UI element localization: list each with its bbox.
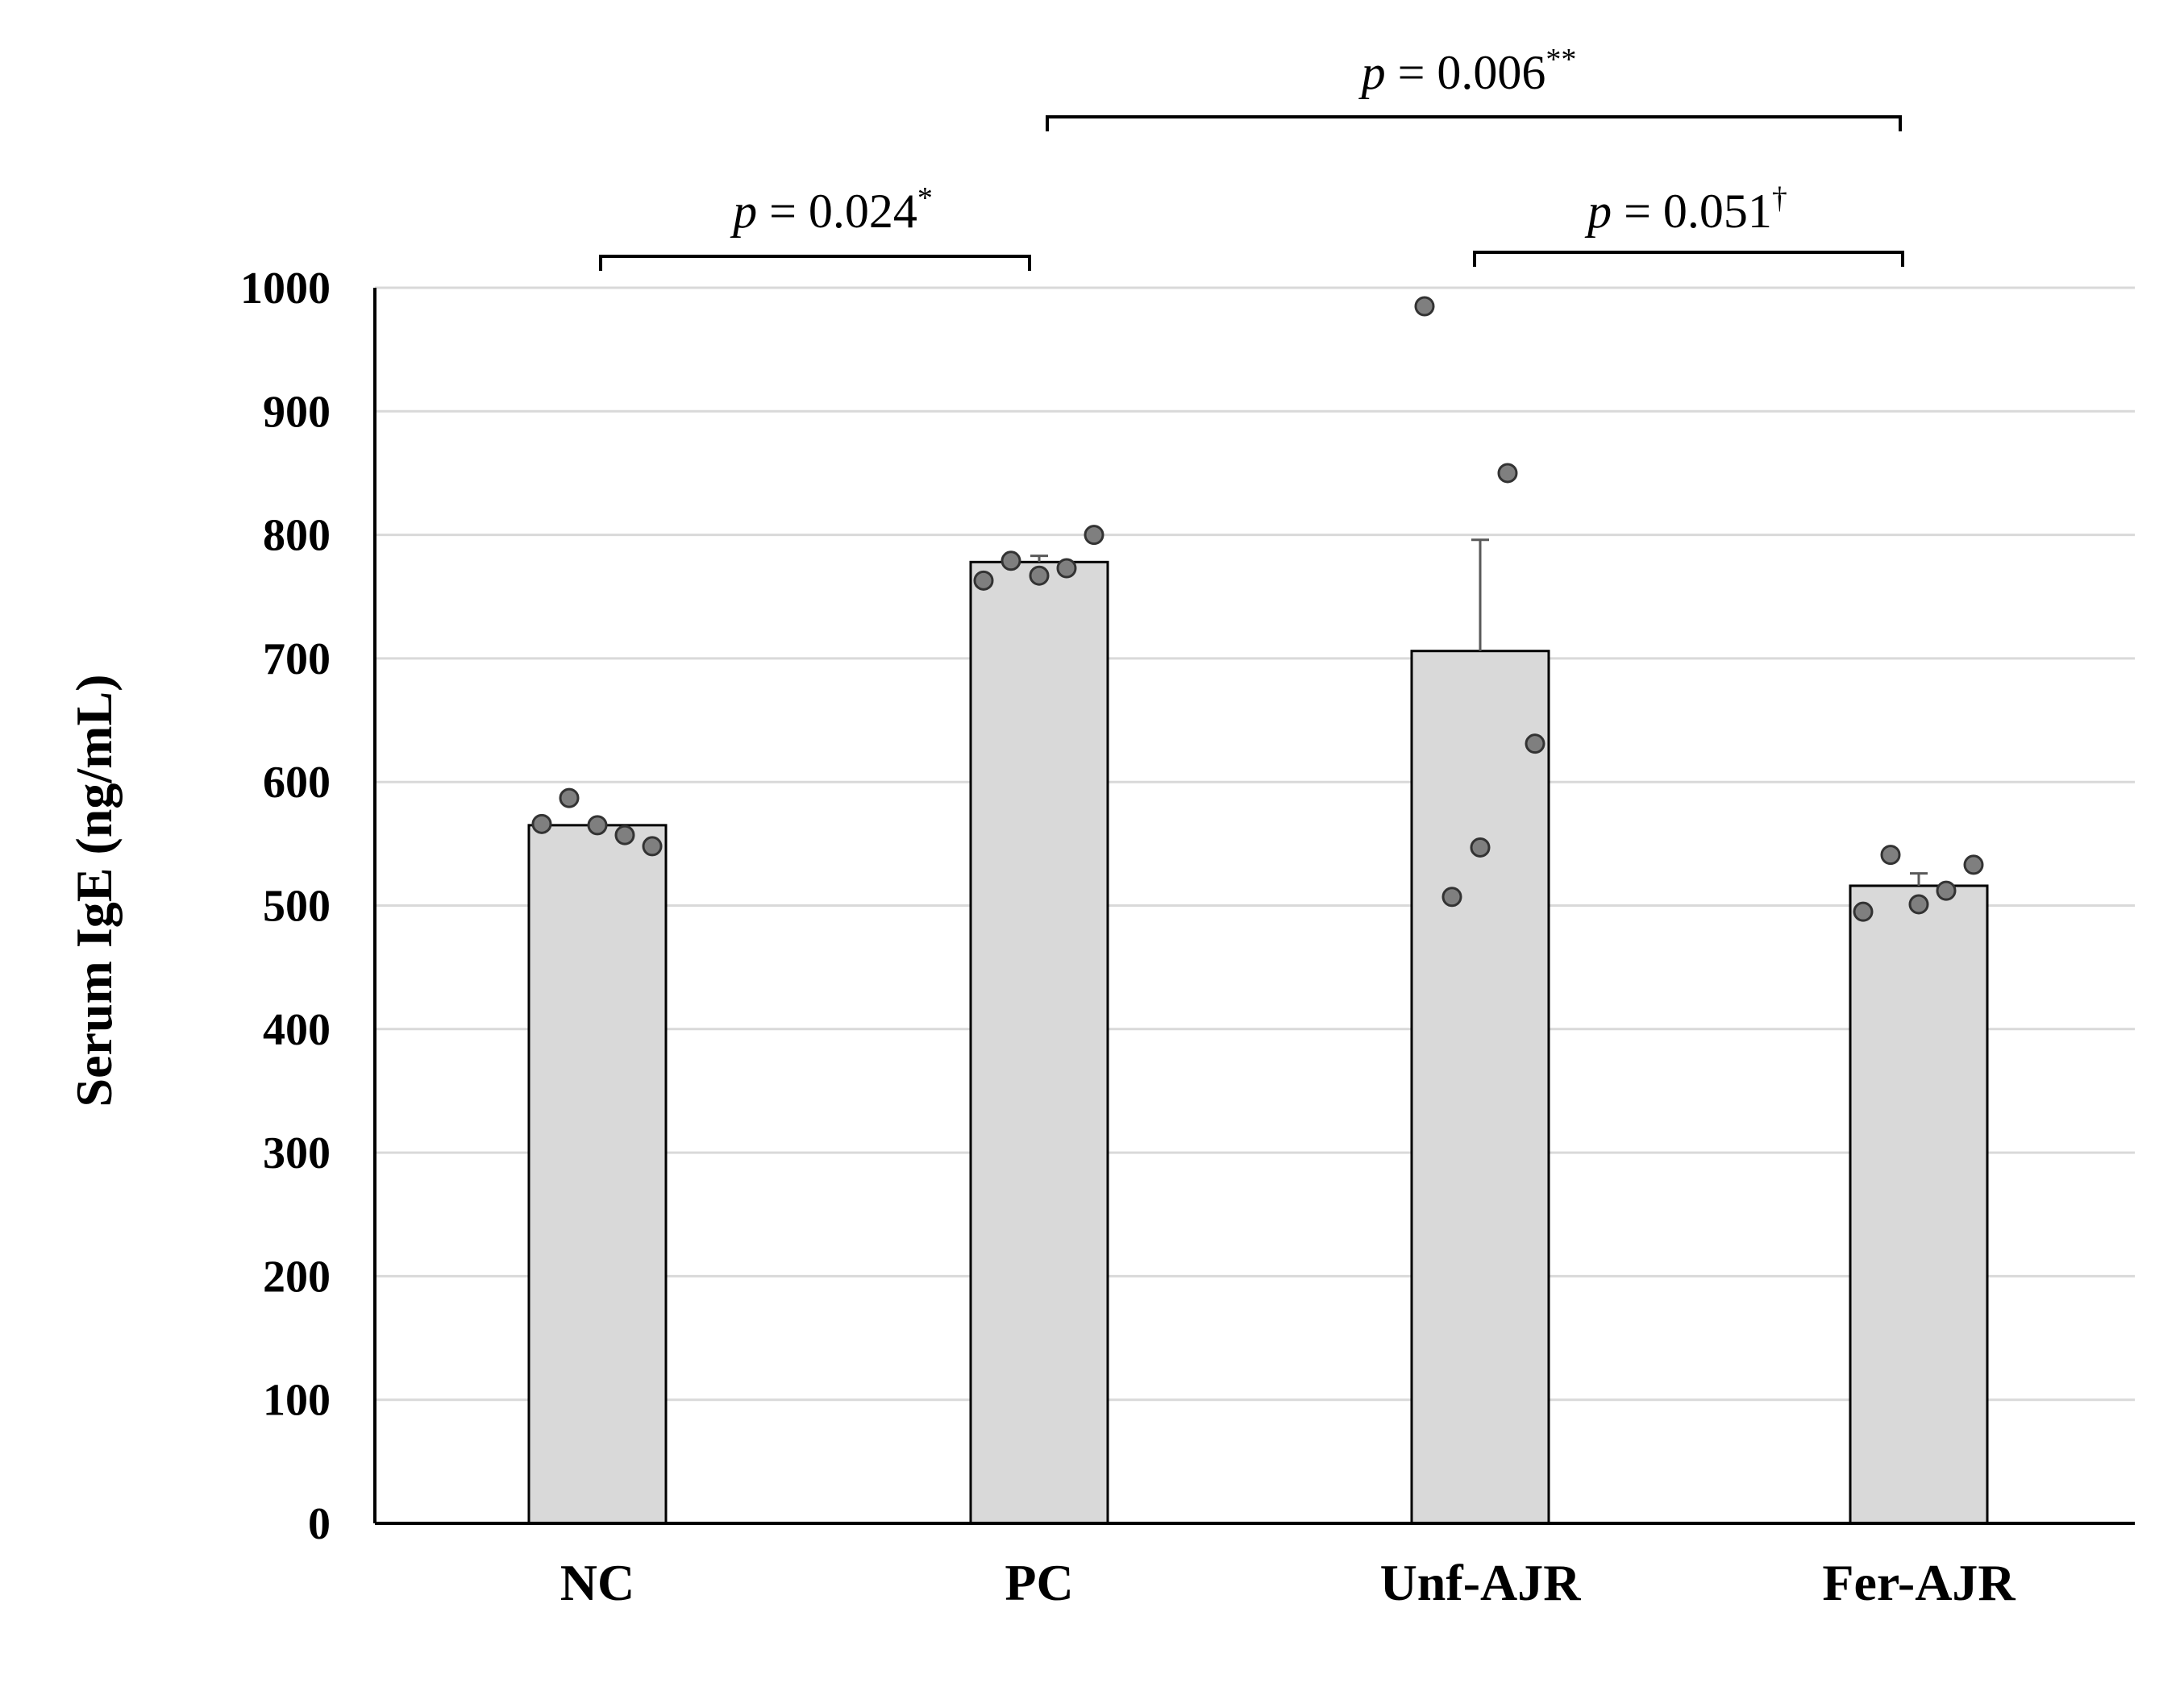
data-points xyxy=(531,296,1984,922)
y-tick-label: 500 xyxy=(263,882,331,932)
significance-bracket: p = 0.024* xyxy=(599,181,1031,271)
data-point xyxy=(1084,525,1104,546)
y-tick-label: 1000 xyxy=(240,264,331,314)
p-value-label: p = 0.024* xyxy=(730,181,933,238)
data-point xyxy=(1936,880,1957,901)
data-point xyxy=(1441,887,1462,908)
data-point xyxy=(642,836,663,857)
data-point xyxy=(1908,894,1929,915)
y-tick-label: 0 xyxy=(308,1499,331,1549)
error-bars xyxy=(589,538,1928,886)
data-point xyxy=(1056,558,1077,579)
y-axis-title: Serum IgE (ng/mL) xyxy=(65,675,123,1107)
bracket-line xyxy=(1473,251,1904,267)
x-category-label: PC xyxy=(1005,1554,1073,1611)
data-point xyxy=(559,787,580,808)
bar-unf-ajr xyxy=(1410,650,1550,1525)
x-category-label: Unf-AJR xyxy=(1380,1554,1582,1611)
y-tick-label: 400 xyxy=(263,1005,331,1055)
data-point xyxy=(973,570,994,591)
data-point xyxy=(1470,837,1491,858)
data-point xyxy=(1853,901,1874,922)
y-tick-label: 600 xyxy=(263,758,331,808)
error-bar-pc xyxy=(1030,555,1048,563)
error-bar-fer-ajr xyxy=(1910,872,1928,886)
bars xyxy=(527,560,1989,1525)
y-tick-label: 200 xyxy=(263,1252,331,1302)
x-category-label: NC xyxy=(560,1554,634,1611)
bar-pc xyxy=(969,560,1109,1525)
error-bar-unf-ajr xyxy=(1471,538,1489,651)
significance-bracket: p = 0.051† xyxy=(1473,181,1904,267)
axes xyxy=(373,288,2135,1525)
y-tick-label: 100 xyxy=(263,1376,331,1426)
y-tick-label: 300 xyxy=(263,1128,331,1178)
significance-bracket: p = 0.006** xyxy=(1046,43,1902,131)
data-point xyxy=(1525,733,1545,754)
y-tick-label: 900 xyxy=(263,387,331,437)
data-point xyxy=(1414,296,1435,317)
data-point xyxy=(1029,565,1050,586)
y-tick-label: 800 xyxy=(263,511,331,561)
bar-fer-ajr xyxy=(1849,884,1989,1525)
data-point xyxy=(614,825,635,845)
data-point xyxy=(1000,550,1021,571)
data-point xyxy=(1963,854,1984,875)
data-point xyxy=(531,813,552,834)
bracket-line xyxy=(599,255,1031,271)
y-tick-label: 700 xyxy=(263,634,331,684)
data-point xyxy=(587,815,608,836)
p-value-label: p = 0.006** xyxy=(1358,43,1577,99)
y-tick-labels: 0 100 200 300 400 500 600 700 800 900 1000 xyxy=(240,264,331,1549)
significance-brackets: p = 0.024* p = 0.006** p = 0.051† xyxy=(599,43,1904,271)
bar-nc xyxy=(527,824,668,1525)
p-value-label: p = 0.051† xyxy=(1584,181,1787,238)
x-category-label: Fer-AJR xyxy=(1822,1554,2016,1611)
bracket-line xyxy=(1046,115,1902,131)
data-point xyxy=(1880,845,1901,866)
gridlines xyxy=(375,286,2135,1402)
data-point xyxy=(1497,463,1518,484)
x-category-labels: NC PC Unf-AJR Fer-AJR xyxy=(560,1554,2016,1611)
